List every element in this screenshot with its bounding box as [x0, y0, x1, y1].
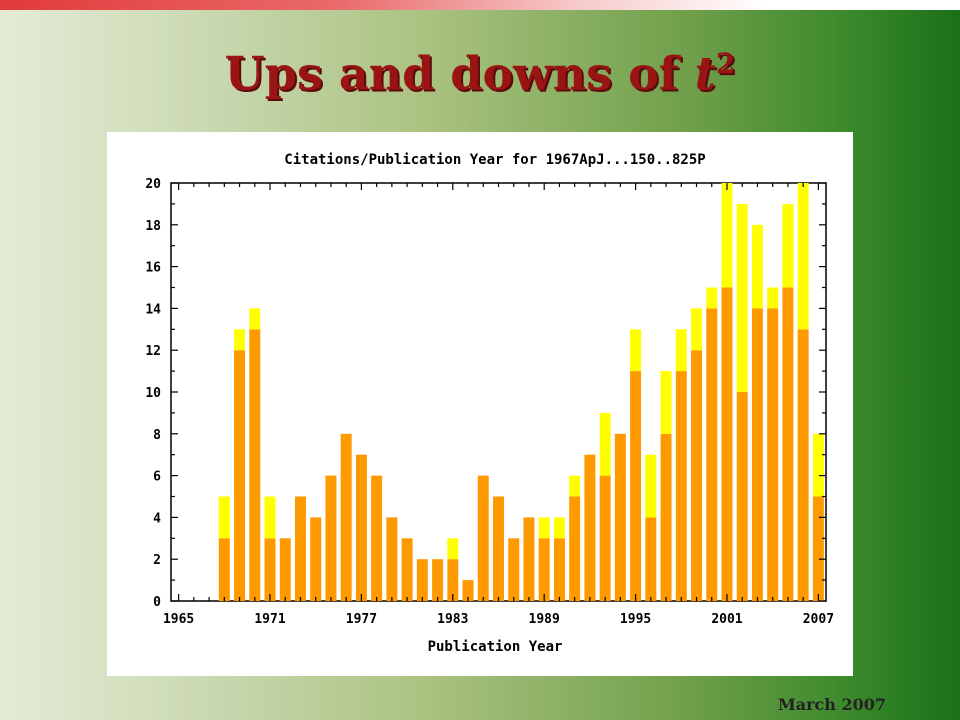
bar-1988-primary — [523, 517, 535, 601]
bar-2006-primary — [797, 329, 809, 601]
x-tick-label-1971: 1971 — [254, 612, 285, 627]
bar-1991-primary — [569, 496, 581, 601]
bar-1990-primary — [553, 538, 565, 601]
bar-2007-secondary — [812, 433, 824, 497]
slide-footer-date: March 2007 — [778, 695, 886, 714]
bar-1984-primary — [462, 580, 474, 601]
bar-1971-secondary — [264, 496, 276, 539]
bar-2001-secondary — [721, 183, 733, 288]
y-tick-label-16: 16 — [145, 261, 161, 276]
bar-1969-secondary — [234, 329, 246, 351]
bar-1998-primary — [675, 371, 687, 601]
x-tick-label-1965: 1965 — [163, 612, 194, 627]
bar-1981-primary — [416, 559, 428, 601]
axis-group: 1965 1971 1977 1983 1989 1995 2001 2007 0 2 4 6 8 10 1… — [145, 177, 834, 627]
x-tick-label-2007: 2007 — [803, 612, 834, 627]
slide-title: Ups and downs of t2 — [0, 36, 960, 101]
bar-1999-secondary — [691, 308, 703, 351]
bar-2006-secondary — [797, 183, 809, 330]
bar-1968-secondary — [218, 496, 230, 539]
bar-2000-primary — [706, 308, 718, 601]
y-tick-label-10: 10 — [145, 386, 161, 401]
slide-title-superscript: 2 — [715, 47, 736, 80]
bar-1968-primary — [218, 538, 230, 601]
bar-2004-secondary — [767, 287, 779, 309]
bar-1983-primary — [447, 559, 459, 601]
x-tick-label-1995: 1995 — [620, 612, 651, 627]
bar-1994-primary — [614, 433, 626, 601]
x-tick-label-1983: 1983 — [437, 612, 468, 627]
bar-1991-secondary — [569, 475, 581, 497]
bar-2001-primary — [721, 287, 733, 601]
bar-1987-primary — [508, 538, 520, 601]
bar-1997-primary — [660, 433, 672, 601]
bar-1980-primary — [401, 538, 413, 601]
bar-1992-primary — [584, 454, 596, 601]
bar-1996-primary — [645, 517, 657, 601]
y-tick-label-2: 2 — [153, 553, 161, 568]
slide-title-variable: t — [694, 46, 716, 101]
bar-1977-primary — [355, 454, 367, 601]
y-tick-label-8: 8 — [153, 428, 161, 443]
x-axis-title: Publication Year — [428, 639, 563, 655]
bar-2003-primary — [751, 308, 763, 601]
bar-1973-primary — [294, 496, 306, 601]
bar-1974-primary — [310, 517, 322, 601]
y-tick-label-4: 4 — [153, 511, 161, 526]
bar-1986-primary — [493, 496, 504, 601]
top-accent-bar — [0, 0, 960, 10]
bar-1997-secondary — [660, 371, 672, 434]
bar-1982-primary — [432, 559, 444, 601]
bar-1979-primary — [386, 517, 398, 601]
bar-1996-secondary — [645, 454, 657, 518]
bar-group — [218, 183, 824, 601]
citations-bar-chart: Citations/Publication Year for 1967ApJ..… — [145, 152, 834, 655]
bar-1972-primary — [279, 538, 291, 601]
bar-1983-secondary — [447, 538, 459, 560]
y-tick-label-14: 14 — [145, 302, 161, 317]
bar-1989-secondary — [538, 517, 550, 539]
bar-1978-primary — [371, 475, 383, 601]
bar-2000-secondary — [706, 287, 718, 309]
bar-1995-primary — [630, 371, 642, 601]
bar-1995-secondary — [630, 329, 642, 372]
bar-1993-primary — [599, 475, 611, 601]
bar-2002-primary — [736, 392, 748, 601]
bar-1990-secondary — [553, 517, 565, 539]
bar-1989-primary — [538, 538, 550, 601]
bar-2003-secondary — [751, 224, 763, 309]
bar-1998-secondary — [675, 329, 687, 372]
bar-2004-primary — [767, 308, 779, 601]
bar-1993-secondary — [599, 412, 611, 476]
bar-1975-primary — [325, 475, 337, 601]
bar-1985-primary — [477, 475, 489, 601]
slide-title-text: Ups and downs of — [224, 46, 695, 101]
y-tick-label-0: 0 — [153, 595, 161, 610]
bar-2007-primary — [812, 496, 824, 601]
y-tick-label-12: 12 — [145, 344, 161, 359]
x-tick-label-1977: 1977 — [346, 612, 377, 627]
bar-2005-primary — [782, 287, 794, 601]
x-tick-label-2001: 2001 — [711, 612, 742, 627]
bar-1970-secondary — [249, 308, 261, 330]
y-tick-label-6: 6 — [153, 470, 161, 485]
bar-1999-primary — [691, 350, 703, 601]
bar-1969-primary — [234, 350, 246, 601]
bar-1976-primary — [340, 433, 352, 601]
bar-1971-primary — [264, 538, 276, 601]
bar-2005-secondary — [782, 203, 794, 288]
x-tick-label-1989: 1989 — [529, 612, 560, 627]
chart-panel: Citations/Publication Year for 1967ApJ..… — [107, 132, 853, 676]
y-tick-label-20: 20 — [145, 177, 161, 192]
y-tick-label-18: 18 — [145, 219, 161, 234]
bar-2002-secondary — [736, 203, 748, 392]
bar-1970-primary — [249, 329, 261, 601]
chart-title: Citations/Publication Year for 1967ApJ..… — [284, 152, 705, 168]
